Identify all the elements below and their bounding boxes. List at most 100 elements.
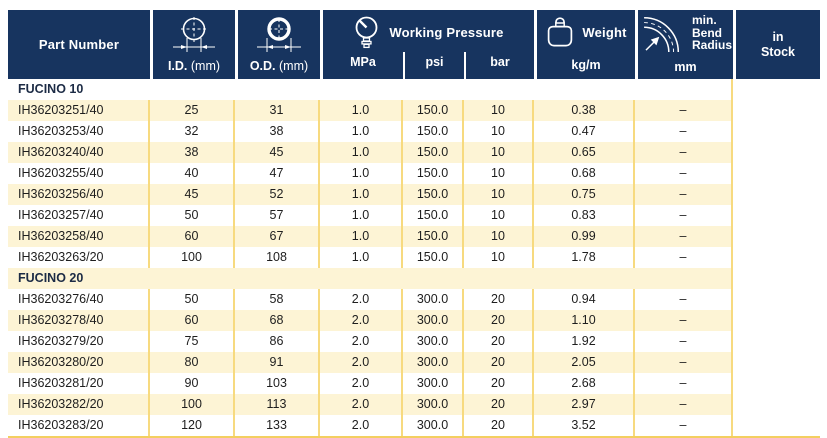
od-cell: 68 <box>235 310 320 331</box>
stock-cell <box>733 226 820 247</box>
bend-radius-cell: – <box>635 415 733 436</box>
stock-cell <box>733 331 820 352</box>
mpa-cell: 2.0 <box>320 373 403 394</box>
stock-cell <box>733 289 820 310</box>
weight-cell: 1.92 <box>534 331 635 352</box>
bar-cell: 20 <box>464 415 534 436</box>
stock-cell <box>733 142 820 163</box>
table-row: IH36203253/40 32 38 1.0 150.0 10 0.47– <box>8 121 820 142</box>
od-cell: 113 <box>235 394 320 415</box>
mpa-cell: 2.0 <box>320 352 403 373</box>
id-cell: 38 <box>150 142 235 163</box>
bar-cell: 20 <box>464 289 534 310</box>
section-label: FUCINO 10 <box>8 79 733 100</box>
working-pressure-label: Working Pressure <box>389 25 504 40</box>
weight-cell: 3.52 <box>534 415 635 436</box>
id-unit-label: I.D. (mm) <box>167 59 221 73</box>
psi-cell: 150.0 <box>403 226 464 247</box>
part-number-cell: IH36203279/20 <box>8 331 150 352</box>
bend-radius-cell: – <box>635 184 733 205</box>
table-row: IH36203282/20 100 113 2.0 300.0 20 2.97– <box>8 394 820 415</box>
psi-cell: 300.0 <box>403 310 464 331</box>
psi-cell: 150.0 <box>403 184 464 205</box>
bar-cell: 10 <box>464 100 534 121</box>
part-number-cell: IH36203283/20 <box>8 415 150 436</box>
part-number-cell: IH36203255/40 <box>8 163 150 184</box>
part-number-cell: IH36203280/20 <box>8 352 150 373</box>
col-header-part-number: Part Number <box>8 10 150 79</box>
weight-cell: 0.47 <box>534 121 635 142</box>
stock-cell <box>733 247 820 268</box>
stock-cell <box>733 100 820 121</box>
psi-cell: 150.0 <box>403 100 464 121</box>
section-label: FUCINO 20 <box>8 268 733 289</box>
weight-cell: 2.97 <box>534 394 635 415</box>
stock-cell <box>733 184 820 205</box>
table-row: IH36203263/20 100 108 1.0 150.0 10 1.78– <box>8 247 820 268</box>
mpa-cell: 2.0 <box>320 415 403 436</box>
bend-radius-cell: – <box>635 142 733 163</box>
bend-radius-cell: – <box>635 100 733 121</box>
bar-cell: 20 <box>464 352 534 373</box>
od-cell: 57 <box>235 205 320 226</box>
col-header-working-pressure: Working Pressure MPa psi bar <box>320 10 534 79</box>
weight-unit-label: kg/m <box>571 58 601 72</box>
pressure-gauge-icon <box>353 16 380 49</box>
bend-unit-label: mm <box>674 60 697 74</box>
weight-cell: 0.94 <box>534 289 635 310</box>
weight-cell: 2.05 <box>534 352 635 373</box>
bend-radius-cell: – <box>635 205 733 226</box>
od-cell: 67 <box>235 226 320 247</box>
psi-cell: 300.0 <box>403 331 464 352</box>
psi-cell: 300.0 <box>403 373 464 394</box>
od-cell: 52 <box>235 184 320 205</box>
stock-cell <box>733 163 820 184</box>
mpa-cell: 1.0 <box>320 205 403 226</box>
stock-cell <box>733 352 820 373</box>
table-row: IH36203276/40 50 58 2.0 300.0 20 0.94– <box>8 289 820 310</box>
table-row: IH36203257/40 50 57 1.0 150.0 10 0.83– <box>8 205 820 226</box>
od-cell: 103 <box>235 373 320 394</box>
part-number-cell: IH36203256/40 <box>8 184 150 205</box>
weight-cell: 0.65 <box>534 142 635 163</box>
part-number-cell: IH36203251/40 <box>8 100 150 121</box>
stock-cell <box>733 121 820 142</box>
mpa-header: MPa <box>350 55 376 69</box>
weight-cell: 0.75 <box>534 184 635 205</box>
col-header-weight: Weight kg/m <box>534 10 635 79</box>
weight-cell: 0.99 <box>534 226 635 247</box>
od-cell: 31 <box>235 100 320 121</box>
od-cell: 45 <box>235 142 320 163</box>
id-cell: 50 <box>150 205 235 226</box>
mpa-cell: 1.0 <box>320 121 403 142</box>
id-cell: 100 <box>150 247 235 268</box>
section-row: FUCINO 20 <box>8 268 820 289</box>
weight-cell: 1.78 <box>534 247 635 268</box>
bar-header: bar <box>464 52 534 79</box>
id-cell: 60 <box>150 310 235 331</box>
stock-cell <box>733 310 820 331</box>
od-cell: 38 <box>235 121 320 142</box>
table-row: IH36203280/20 80 91 2.0 300.0 20 2.05– <box>8 352 820 373</box>
stock-cell <box>733 394 820 415</box>
bar-cell: 20 <box>464 394 534 415</box>
od-cell: 86 <box>235 331 320 352</box>
bend-radius-cell: – <box>635 289 733 310</box>
stock-cell <box>733 205 820 226</box>
mpa-cell: 2.0 <box>320 310 403 331</box>
part-number-cell: IH36203278/40 <box>8 310 150 331</box>
weight-cell: 1.10 <box>534 310 635 331</box>
part-number-cell: IH36203253/40 <box>8 121 150 142</box>
col-header-in-stock: in Stock <box>733 10 820 79</box>
mpa-cell: 1.0 <box>320 226 403 247</box>
table-row: IH36203240/40 38 45 1.0 150.0 10 0.65– <box>8 142 820 163</box>
psi-cell: 300.0 <box>403 289 464 310</box>
bend-radius-cell: – <box>635 373 733 394</box>
section-row-spacer <box>733 79 820 100</box>
od-cell: 91 <box>235 352 320 373</box>
od-cell: 47 <box>235 163 320 184</box>
mpa-cell: 1.0 <box>320 100 403 121</box>
part-number-cell: IH36203276/40 <box>8 289 150 310</box>
psi-cell: 150.0 <box>403 163 464 184</box>
od-cell: 58 <box>235 289 320 310</box>
